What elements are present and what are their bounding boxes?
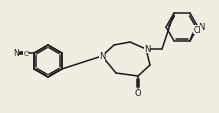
Text: Cl: Cl bbox=[193, 26, 201, 35]
Text: N: N bbox=[13, 49, 19, 58]
Text: C: C bbox=[23, 51, 28, 56]
Text: N: N bbox=[99, 52, 105, 61]
Text: N: N bbox=[198, 23, 204, 32]
Text: N: N bbox=[144, 44, 150, 53]
Text: O: O bbox=[135, 89, 141, 98]
